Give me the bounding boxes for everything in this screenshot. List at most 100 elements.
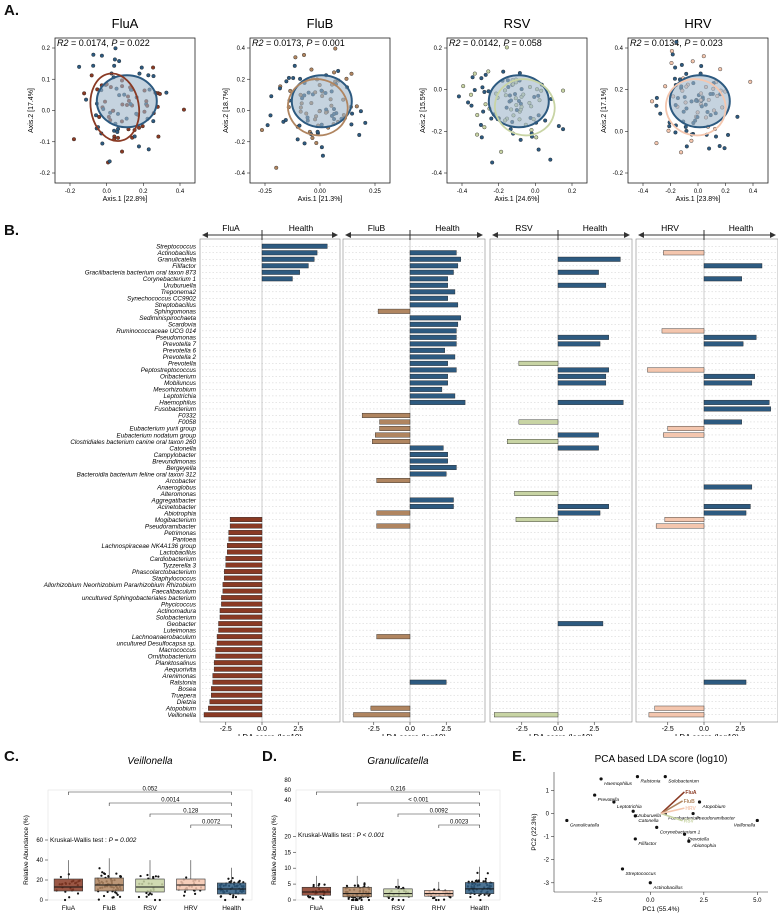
sample-point [654,141,659,146]
sample-point [529,128,534,133]
x-tick-label: 0.0 [102,189,111,195]
taxon-label: Pseudomonas [156,335,197,342]
lda-bar [703,504,751,509]
sample-point [735,114,740,119]
sample-point [113,46,118,51]
sample-point [650,99,655,104]
loading-arrow [660,812,683,822]
arrow-head-right [770,232,776,238]
sample-point [486,69,491,74]
taxon-label: Phascolarctobacterium [132,569,196,576]
lda-bar [409,445,444,451]
lda-bar [507,439,559,444]
box-flua: FluA [301,875,331,912]
x-tick-label: -0.4 [638,189,649,195]
lda-bar [409,263,459,269]
y-tick-label: 0.2 [434,46,443,52]
lda-bar [409,504,454,509]
jitter-point [115,872,118,875]
jitter-point [487,894,490,897]
jitter-point [479,898,482,902]
health-ellipse [487,74,550,129]
pca-title: PCA based LDA score (log10) [595,754,728,765]
sample-point [97,114,102,119]
lda-bar [409,289,456,295]
jitter-point [387,896,390,900]
loading-label: RSV [684,819,695,825]
lda-bar [409,282,448,288]
taxon-label: uncultured Sphingobacteriales bacterium [82,595,196,602]
x-tick-label: -0.4 [457,189,468,195]
sample-point [466,100,471,105]
sample-point [293,55,298,60]
box-flua: FluA [53,860,83,912]
sample-point [310,135,315,140]
lda-bar [703,679,747,685]
sample-point [663,84,668,89]
jitter-point [312,897,315,900]
taxon-label: Filifactor [172,263,197,270]
taxon-label: Corynebacterium 1 [143,276,196,283]
category-label: FluA [62,905,76,912]
lda-bar [703,341,744,347]
y-tick-label: 0.0 [615,129,624,135]
jitter-point [347,897,350,900]
lda-bar [515,517,559,522]
taxon-label: Veillonella [168,712,197,719]
jitter-point [469,895,472,899]
pca-point-label: Filifactor [638,841,657,847]
jitter-point [153,898,157,902]
pca-point-label: Solobacterium [668,779,699,785]
lda-tick-label: 2.5 [293,726,303,733]
pca-point-label: Prevotella [688,836,710,842]
lda-bar [213,660,263,666]
sample-point [137,71,142,76]
y-tick-label: -0.2 [40,171,51,177]
jitter-point [63,898,67,902]
x-tick-label: 5.0 [753,898,762,904]
jitter-point [183,890,187,893]
pca-point [755,818,759,823]
jitter-point [437,898,440,902]
pcoa-stat: R2 = 0.0173, P = 0.001 [252,38,345,48]
sample-point [292,63,297,68]
jitter-point [484,880,487,883]
taxon-label: Mobiluncus [164,380,197,387]
iqr-box [383,888,413,898]
sample-point [344,76,349,81]
lda-bar [409,471,447,477]
y-axis-label: Relative Abundance (%) [271,815,278,885]
x-axis-label: Axis.1 [22.8%] [103,196,148,203]
health-label: Health [289,223,314,233]
x-axis-label: Axis.1 [23.8%] [676,196,721,203]
taxon-label: Haemophilus [159,400,197,407]
lda-bar [518,419,559,425]
jitter-point [227,877,230,880]
sample-point [82,91,87,96]
sample-point [120,149,125,154]
jitter-point [147,893,150,896]
lda-bar [409,276,448,282]
jitter-point [397,898,400,902]
veillonella-boxplot: Veillonella 0 20 40 60 Relative Abundance (%)… [23,756,253,912]
y-tick-label: 0.0 [434,88,443,94]
lda-bar [215,653,263,659]
boxplot-title: Veillonella [127,756,173,767]
jitter-point [475,879,478,882]
taxon-label: F0332 [178,413,196,420]
jitter-point [224,898,227,902]
lda-bar [557,282,607,288]
loading-label: FluA [685,790,696,796]
lda-bar [557,504,609,509]
jitter-point [158,898,161,902]
sample-point [475,132,480,137]
y-tick-label: 0 [546,812,550,818]
lda-bar [557,373,607,379]
lda-bar [372,439,411,444]
y-tick-label: 5 [288,882,292,888]
x-tick-label: 0.00 [314,189,326,195]
pca-point [633,814,637,818]
sample-point [480,85,485,90]
sample-point [469,92,474,97]
lda-bar [409,360,448,366]
